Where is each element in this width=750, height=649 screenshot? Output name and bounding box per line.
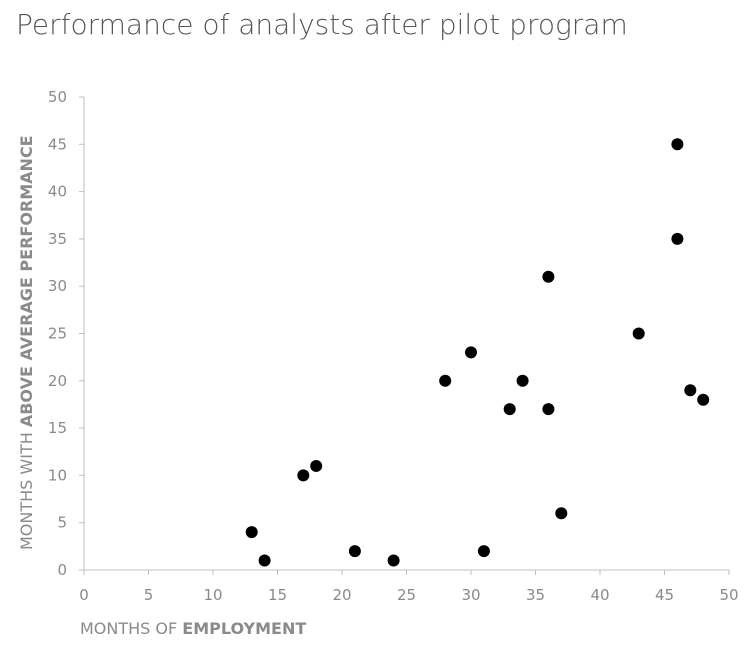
- x-ticks: 0 5 10 15 20 25 30 35 40 45 50: [79, 570, 739, 604]
- y-tick-label: 20: [48, 372, 67, 390]
- y-tick-label: 35: [48, 230, 67, 248]
- chart-title: Performance of analysts after pilot prog…: [16, 8, 628, 41]
- x-tick-label: 10: [203, 586, 222, 604]
- y-ticks: 0 5 10 15 20 25 30 35 40 45 50: [48, 88, 84, 579]
- data-point: [245, 526, 258, 539]
- data-point: [439, 374, 452, 387]
- data-point: [477, 545, 490, 558]
- x-tick-label: 25: [397, 586, 416, 604]
- x-tick-label: 5: [144, 586, 154, 604]
- data-point: [297, 469, 310, 482]
- y-tick-label: 30: [48, 277, 67, 295]
- x-tick-label: 50: [719, 586, 738, 604]
- y-tick-label: 45: [48, 135, 67, 153]
- y-tick-label: 5: [57, 514, 67, 532]
- y-tick-label: 40: [48, 183, 67, 201]
- y-tick-label: 10: [48, 466, 67, 484]
- x-tick-label: 45: [655, 586, 674, 604]
- y-axis-label-normal: MONTHS WITH: [17, 427, 36, 550]
- data-point: [348, 545, 361, 558]
- data-point: [387, 554, 400, 567]
- data-point: [632, 327, 645, 340]
- data-point: [258, 554, 271, 567]
- x-tick-label: 40: [590, 586, 609, 604]
- data-point: [697, 393, 710, 406]
- axes: [83, 97, 729, 571]
- x-tick-label: 35: [526, 586, 545, 604]
- x-tick-label: 0: [79, 586, 89, 604]
- x-axis-label: MONTHS OF EMPLOYMENT: [80, 619, 306, 638]
- data-point: [555, 507, 568, 520]
- data-point: [671, 138, 684, 151]
- x-tick-label: 20: [332, 586, 351, 604]
- data-point: [542, 403, 555, 416]
- x-axis-label-bold: EMPLOYMENT: [182, 619, 306, 638]
- data-point: [465, 346, 477, 359]
- x-axis-label-normal: MONTHS OF: [80, 619, 182, 638]
- data-point: [310, 459, 323, 472]
- y-tick-label: 50: [48, 88, 67, 106]
- y-tick-label: 15: [48, 419, 67, 437]
- x-tick-label: 30: [461, 586, 480, 604]
- data-point: [516, 374, 529, 387]
- x-tick-label: 15: [268, 586, 287, 604]
- data-point: [503, 403, 516, 416]
- data-point: [542, 270, 555, 283]
- data-point: [671, 232, 684, 245]
- y-axis-label: MONTHS WITH ABOVE AVERAGE PERFORMANCE: [17, 135, 36, 550]
- data-point: [684, 384, 697, 397]
- y-axis-label-bold: ABOVE AVERAGE PERFORMANCE: [17, 135, 36, 427]
- y-tick-label: 0: [57, 561, 67, 579]
- data-points: [245, 138, 710, 567]
- y-tick-label: 25: [48, 325, 67, 343]
